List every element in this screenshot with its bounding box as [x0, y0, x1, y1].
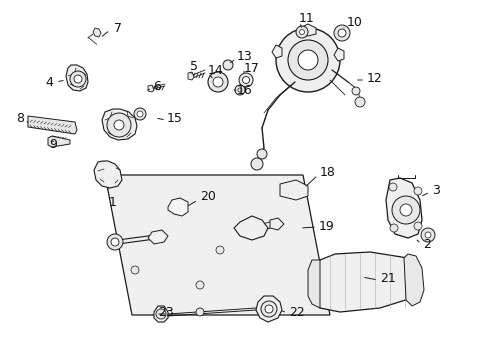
Circle shape — [295, 26, 307, 38]
Polygon shape — [154, 306, 168, 322]
Circle shape — [351, 87, 359, 95]
Circle shape — [74, 75, 82, 83]
Polygon shape — [148, 230, 168, 244]
Circle shape — [424, 232, 430, 238]
Text: 17: 17 — [244, 62, 259, 75]
Circle shape — [131, 266, 139, 274]
Polygon shape — [385, 178, 421, 238]
Polygon shape — [333, 48, 343, 61]
Circle shape — [107, 234, 123, 250]
Circle shape — [297, 50, 317, 70]
Circle shape — [107, 113, 131, 137]
Text: 19: 19 — [318, 220, 334, 233]
Circle shape — [257, 149, 266, 159]
Circle shape — [299, 30, 304, 35]
Text: 3: 3 — [431, 184, 439, 197]
Circle shape — [216, 246, 224, 254]
Polygon shape — [66, 65, 88, 91]
Polygon shape — [234, 216, 267, 240]
Text: 8: 8 — [16, 112, 24, 126]
Text: 14: 14 — [207, 63, 224, 77]
Circle shape — [238, 88, 242, 92]
Polygon shape — [148, 85, 154, 92]
Polygon shape — [93, 28, 101, 37]
Polygon shape — [314, 252, 419, 312]
Polygon shape — [269, 218, 284, 230]
Polygon shape — [28, 116, 77, 134]
Circle shape — [250, 158, 263, 170]
Circle shape — [333, 25, 349, 41]
Text: 12: 12 — [366, 72, 382, 85]
Circle shape — [337, 29, 346, 37]
Circle shape — [114, 120, 124, 130]
Text: 9: 9 — [49, 138, 57, 150]
Text: 22: 22 — [288, 306, 304, 319]
Circle shape — [196, 281, 203, 289]
Circle shape — [389, 224, 397, 232]
Text: 5: 5 — [190, 59, 198, 72]
Circle shape — [391, 196, 419, 224]
Circle shape — [275, 28, 339, 92]
Circle shape — [261, 301, 276, 317]
Circle shape — [196, 308, 203, 316]
Circle shape — [156, 309, 165, 319]
Circle shape — [207, 72, 227, 92]
Circle shape — [287, 40, 327, 80]
Circle shape — [137, 111, 142, 117]
Text: 23: 23 — [158, 306, 173, 320]
Text: 11: 11 — [298, 12, 314, 24]
Text: 7: 7 — [114, 22, 122, 35]
Polygon shape — [299, 24, 315, 36]
Polygon shape — [271, 45, 282, 58]
Circle shape — [235, 85, 244, 95]
Polygon shape — [48, 136, 70, 147]
Text: 16: 16 — [237, 84, 252, 96]
Text: 21: 21 — [379, 271, 395, 284]
Circle shape — [388, 183, 396, 191]
Text: 18: 18 — [319, 166, 335, 180]
Text: 15: 15 — [167, 112, 183, 125]
Polygon shape — [102, 109, 137, 140]
Polygon shape — [280, 180, 307, 200]
Polygon shape — [94, 161, 122, 188]
Circle shape — [420, 228, 434, 242]
Text: 6: 6 — [153, 80, 161, 93]
Text: 20: 20 — [200, 189, 215, 202]
Polygon shape — [105, 175, 329, 315]
Circle shape — [242, 77, 249, 84]
Text: 10: 10 — [346, 17, 362, 30]
Circle shape — [223, 60, 232, 70]
Text: 4: 4 — [45, 76, 53, 89]
Circle shape — [354, 97, 364, 107]
Circle shape — [399, 204, 411, 216]
Circle shape — [413, 222, 421, 230]
Text: 2: 2 — [422, 238, 430, 251]
Polygon shape — [307, 260, 319, 308]
Circle shape — [213, 77, 223, 87]
Polygon shape — [168, 198, 187, 216]
Circle shape — [239, 73, 252, 87]
Circle shape — [264, 305, 272, 313]
Circle shape — [134, 108, 146, 120]
Polygon shape — [403, 254, 423, 306]
Circle shape — [111, 238, 119, 246]
Circle shape — [70, 71, 86, 87]
Polygon shape — [187, 72, 194, 80]
Circle shape — [413, 187, 421, 195]
Polygon shape — [256, 296, 282, 322]
Text: 13: 13 — [237, 49, 252, 63]
Text: 1: 1 — [109, 196, 117, 209]
